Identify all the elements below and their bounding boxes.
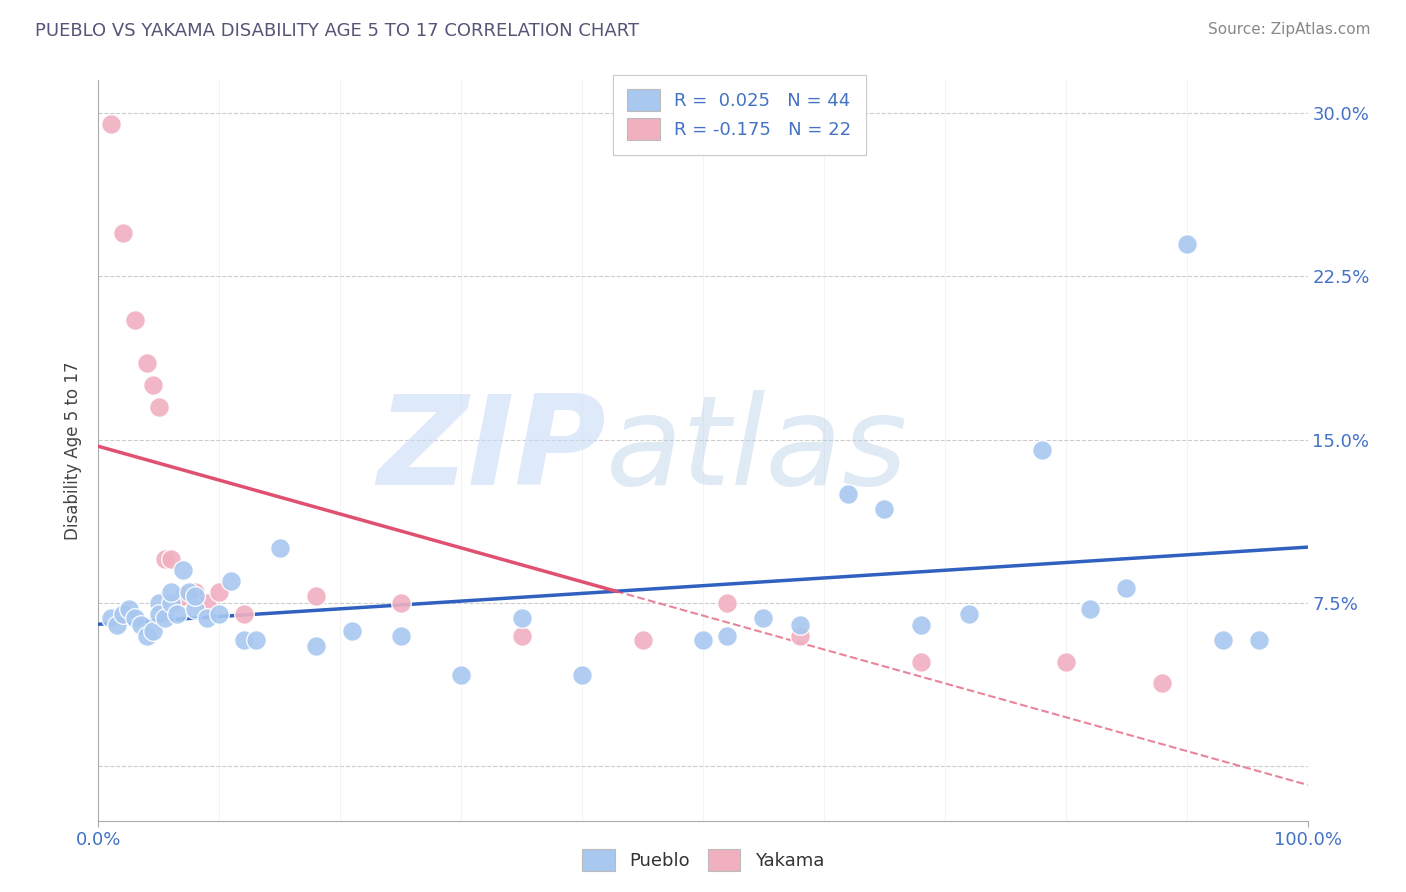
Point [166, 607, 188, 621]
Point [148, 596, 170, 610]
Point [910, 655, 932, 669]
Point [957, 607, 980, 621]
Point [837, 487, 859, 501]
Point [124, 313, 146, 327]
Point [1249, 632, 1271, 647]
Point [208, 607, 231, 621]
Point [221, 574, 243, 588]
Point [510, 611, 533, 625]
Text: ZIP: ZIP [378, 390, 606, 511]
Point [184, 585, 207, 599]
Point [1152, 676, 1174, 690]
Point [389, 596, 412, 610]
Point [184, 602, 207, 616]
Point [1115, 581, 1137, 595]
Point [195, 611, 218, 625]
Point [118, 602, 141, 616]
Point [692, 632, 714, 647]
Point [100, 611, 122, 625]
Point [172, 590, 194, 604]
Point [100, 117, 122, 131]
Point [716, 596, 738, 610]
Point [1078, 602, 1101, 616]
Legend: Pueblo, Yakama: Pueblo, Yakama [575, 842, 831, 879]
Point [510, 628, 533, 642]
Point [305, 590, 328, 604]
Point [105, 617, 128, 632]
Point [245, 632, 267, 647]
Point [195, 596, 218, 610]
Point [111, 607, 134, 621]
Text: PUEBLO VS YAKAMA DISABILITY AGE 5 TO 17 CORRELATION CHART: PUEBLO VS YAKAMA DISABILITY AGE 5 TO 17 … [35, 22, 640, 40]
Point [1175, 236, 1198, 251]
Point [142, 624, 165, 639]
Point [160, 596, 183, 610]
Point [789, 617, 811, 632]
Point [208, 585, 231, 599]
Point [111, 226, 134, 240]
Point [342, 624, 364, 639]
Point [172, 563, 194, 577]
Point [148, 400, 170, 414]
Point [716, 628, 738, 642]
Y-axis label: Disability Age 5 to 17: Disability Age 5 to 17 [65, 361, 83, 540]
Point [389, 628, 412, 642]
Point [873, 502, 896, 516]
Point [184, 590, 207, 604]
Point [232, 607, 254, 621]
Legend: R =  0.025   N = 44, R = -0.175   N = 22: R = 0.025 N = 44, R = -0.175 N = 22 [613, 75, 866, 154]
Point [910, 617, 932, 632]
Point [450, 667, 472, 681]
Point [160, 552, 183, 566]
Point [269, 541, 291, 556]
Point [571, 667, 593, 681]
Text: atlas: atlas [606, 390, 908, 511]
Point [153, 552, 176, 566]
Point [135, 356, 157, 370]
Point [305, 640, 328, 654]
Point [135, 628, 157, 642]
Point [1031, 443, 1053, 458]
Point [232, 632, 254, 647]
Point [148, 607, 170, 621]
Point [789, 628, 811, 642]
Text: Source: ZipAtlas.com: Source: ZipAtlas.com [1208, 22, 1371, 37]
Point [142, 378, 165, 392]
Point [129, 617, 152, 632]
Point [752, 611, 775, 625]
Point [1054, 655, 1077, 669]
Point [160, 585, 183, 599]
Point [153, 611, 176, 625]
Point [179, 585, 201, 599]
Point [631, 632, 654, 647]
Point [124, 611, 146, 625]
Point [1212, 632, 1234, 647]
